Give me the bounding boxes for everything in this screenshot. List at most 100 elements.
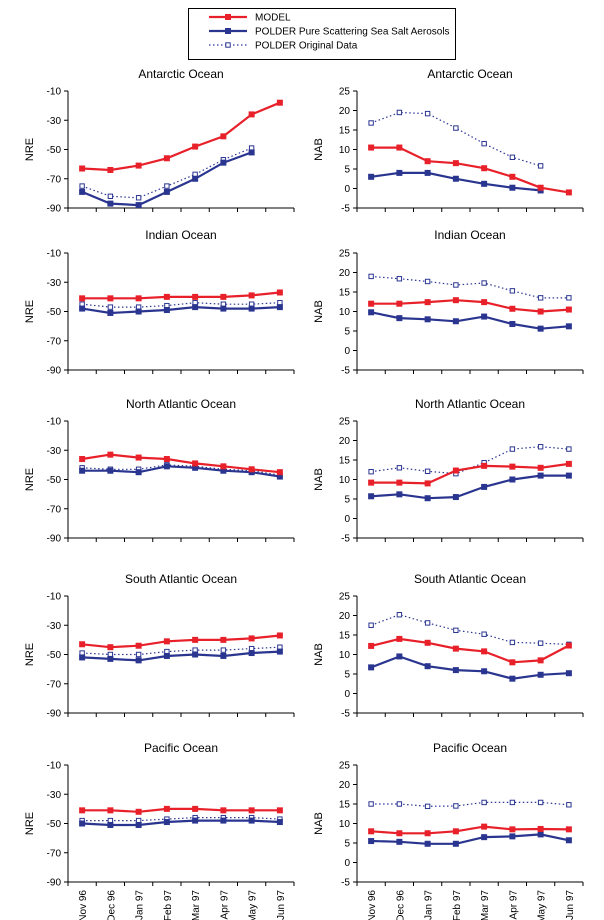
data-point bbox=[79, 188, 86, 195]
data-point bbox=[537, 464, 544, 471]
series-line bbox=[370, 111, 541, 167]
y-tick-label: -10 bbox=[47, 87, 62, 98]
legend-marker bbox=[225, 14, 231, 20]
data-point bbox=[220, 807, 227, 814]
series-line bbox=[371, 474, 569, 500]
series-line bbox=[371, 462, 570, 485]
data-point bbox=[368, 469, 374, 475]
data-point bbox=[135, 454, 142, 461]
data-point bbox=[453, 627, 459, 634]
y-tick-label: -90 bbox=[47, 534, 62, 545]
data-point bbox=[192, 805, 199, 812]
series-line bbox=[371, 801, 569, 807]
data-point bbox=[220, 652, 227, 659]
data-point bbox=[163, 652, 170, 659]
data-point bbox=[566, 802, 572, 808]
data-point bbox=[220, 463, 227, 470]
data-point bbox=[79, 467, 86, 474]
data-point bbox=[192, 464, 199, 471]
chart-title: South Atlantic Ocean bbox=[414, 572, 526, 586]
chart-panel: Indian Ocean 25 20 15 10 5 0 -5 NAB bbox=[313, 228, 584, 377]
y-tick-label: 20 bbox=[339, 268, 351, 279]
data-point bbox=[135, 651, 142, 658]
y-tick-label: 15 bbox=[339, 288, 351, 299]
y-tick-label: 25 bbox=[339, 87, 351, 98]
chart-title: Indian Ocean bbox=[434, 228, 505, 242]
y-axis-label: NRE bbox=[24, 643, 36, 666]
data-point bbox=[453, 803, 459, 809]
data-point bbox=[368, 120, 374, 126]
y-tick-label: 5 bbox=[344, 495, 350, 506]
y-tick-label: -90 bbox=[47, 709, 62, 720]
series-polder-pure bbox=[368, 169, 544, 194]
data-point bbox=[565, 837, 572, 844]
data-point bbox=[164, 183, 170, 189]
data-point bbox=[220, 636, 227, 643]
y-tick-label: 5 bbox=[344, 165, 350, 176]
y-tick-label: 20 bbox=[339, 436, 351, 447]
y-tick-label: -5 bbox=[341, 709, 350, 720]
data-point bbox=[481, 313, 488, 320]
data-point bbox=[396, 830, 403, 837]
data-point bbox=[481, 462, 488, 469]
x-tick-label: Feb 97 bbox=[452, 890, 463, 920]
data-point bbox=[396, 479, 403, 486]
data-point bbox=[248, 635, 255, 642]
y-tick-label: -10 bbox=[47, 592, 62, 603]
y-tick-label: -90 bbox=[47, 878, 62, 889]
series-polder-original bbox=[368, 273, 572, 301]
legend-label: MODEL bbox=[255, 13, 291, 24]
data-point bbox=[276, 469, 283, 476]
series-line bbox=[371, 299, 569, 313]
data-point bbox=[276, 99, 283, 106]
y-tick-label: 25 bbox=[339, 417, 351, 428]
y-tick-label: 15 bbox=[339, 126, 351, 137]
chart-title: Pacific Ocean bbox=[433, 741, 507, 755]
series-line bbox=[371, 825, 569, 835]
y-tick-label: -70 bbox=[47, 174, 62, 185]
y-tick-label: 15 bbox=[339, 631, 351, 642]
data-point bbox=[107, 166, 114, 173]
y-tick-label: -30 bbox=[47, 278, 62, 289]
y-tick-label: -5 bbox=[341, 534, 350, 545]
data-point bbox=[107, 200, 114, 207]
y-tick-label: -50 bbox=[47, 475, 62, 486]
data-point bbox=[509, 173, 516, 180]
data-point bbox=[509, 154, 516, 161]
series-polder-pure bbox=[368, 653, 572, 682]
x-tick-label: May 97 bbox=[248, 890, 259, 920]
data-point bbox=[396, 612, 403, 618]
data-point bbox=[537, 831, 544, 838]
data-point bbox=[276, 304, 283, 311]
series-line bbox=[82, 646, 280, 656]
data-point bbox=[368, 493, 375, 500]
data-point bbox=[566, 446, 572, 452]
data-point bbox=[565, 460, 572, 467]
data-point bbox=[163, 456, 170, 463]
y-tick-label: -50 bbox=[47, 819, 62, 830]
data-point bbox=[537, 325, 544, 332]
y-tick-label: 5 bbox=[344, 839, 350, 850]
data-point bbox=[107, 821, 114, 828]
data-point bbox=[192, 651, 199, 658]
x-tick-label: Feb 97 bbox=[163, 890, 174, 920]
data-point bbox=[107, 304, 114, 310]
data-point bbox=[107, 295, 114, 302]
series-polder-pure bbox=[79, 817, 283, 828]
data-point bbox=[396, 144, 403, 151]
data-point bbox=[509, 476, 516, 483]
data-point bbox=[396, 801, 403, 807]
legend-graphics: MODEL POLDER Pure Scattering Sea Salt Aer… bbox=[209, 13, 450, 52]
series-polder-original bbox=[368, 799, 572, 810]
data-point bbox=[565, 642, 572, 649]
data-point bbox=[163, 638, 170, 645]
y-tick-label: 10 bbox=[339, 475, 351, 486]
data-point bbox=[452, 828, 459, 835]
data-point bbox=[565, 323, 572, 330]
y-tick-label: -50 bbox=[47, 650, 62, 661]
series-polder-original bbox=[79, 644, 283, 658]
data-point bbox=[135, 202, 142, 209]
legend-entry: POLDER Original Data bbox=[209, 41, 358, 52]
x-tick-label: Nov 96 bbox=[367, 890, 378, 920]
data-point bbox=[424, 620, 431, 626]
